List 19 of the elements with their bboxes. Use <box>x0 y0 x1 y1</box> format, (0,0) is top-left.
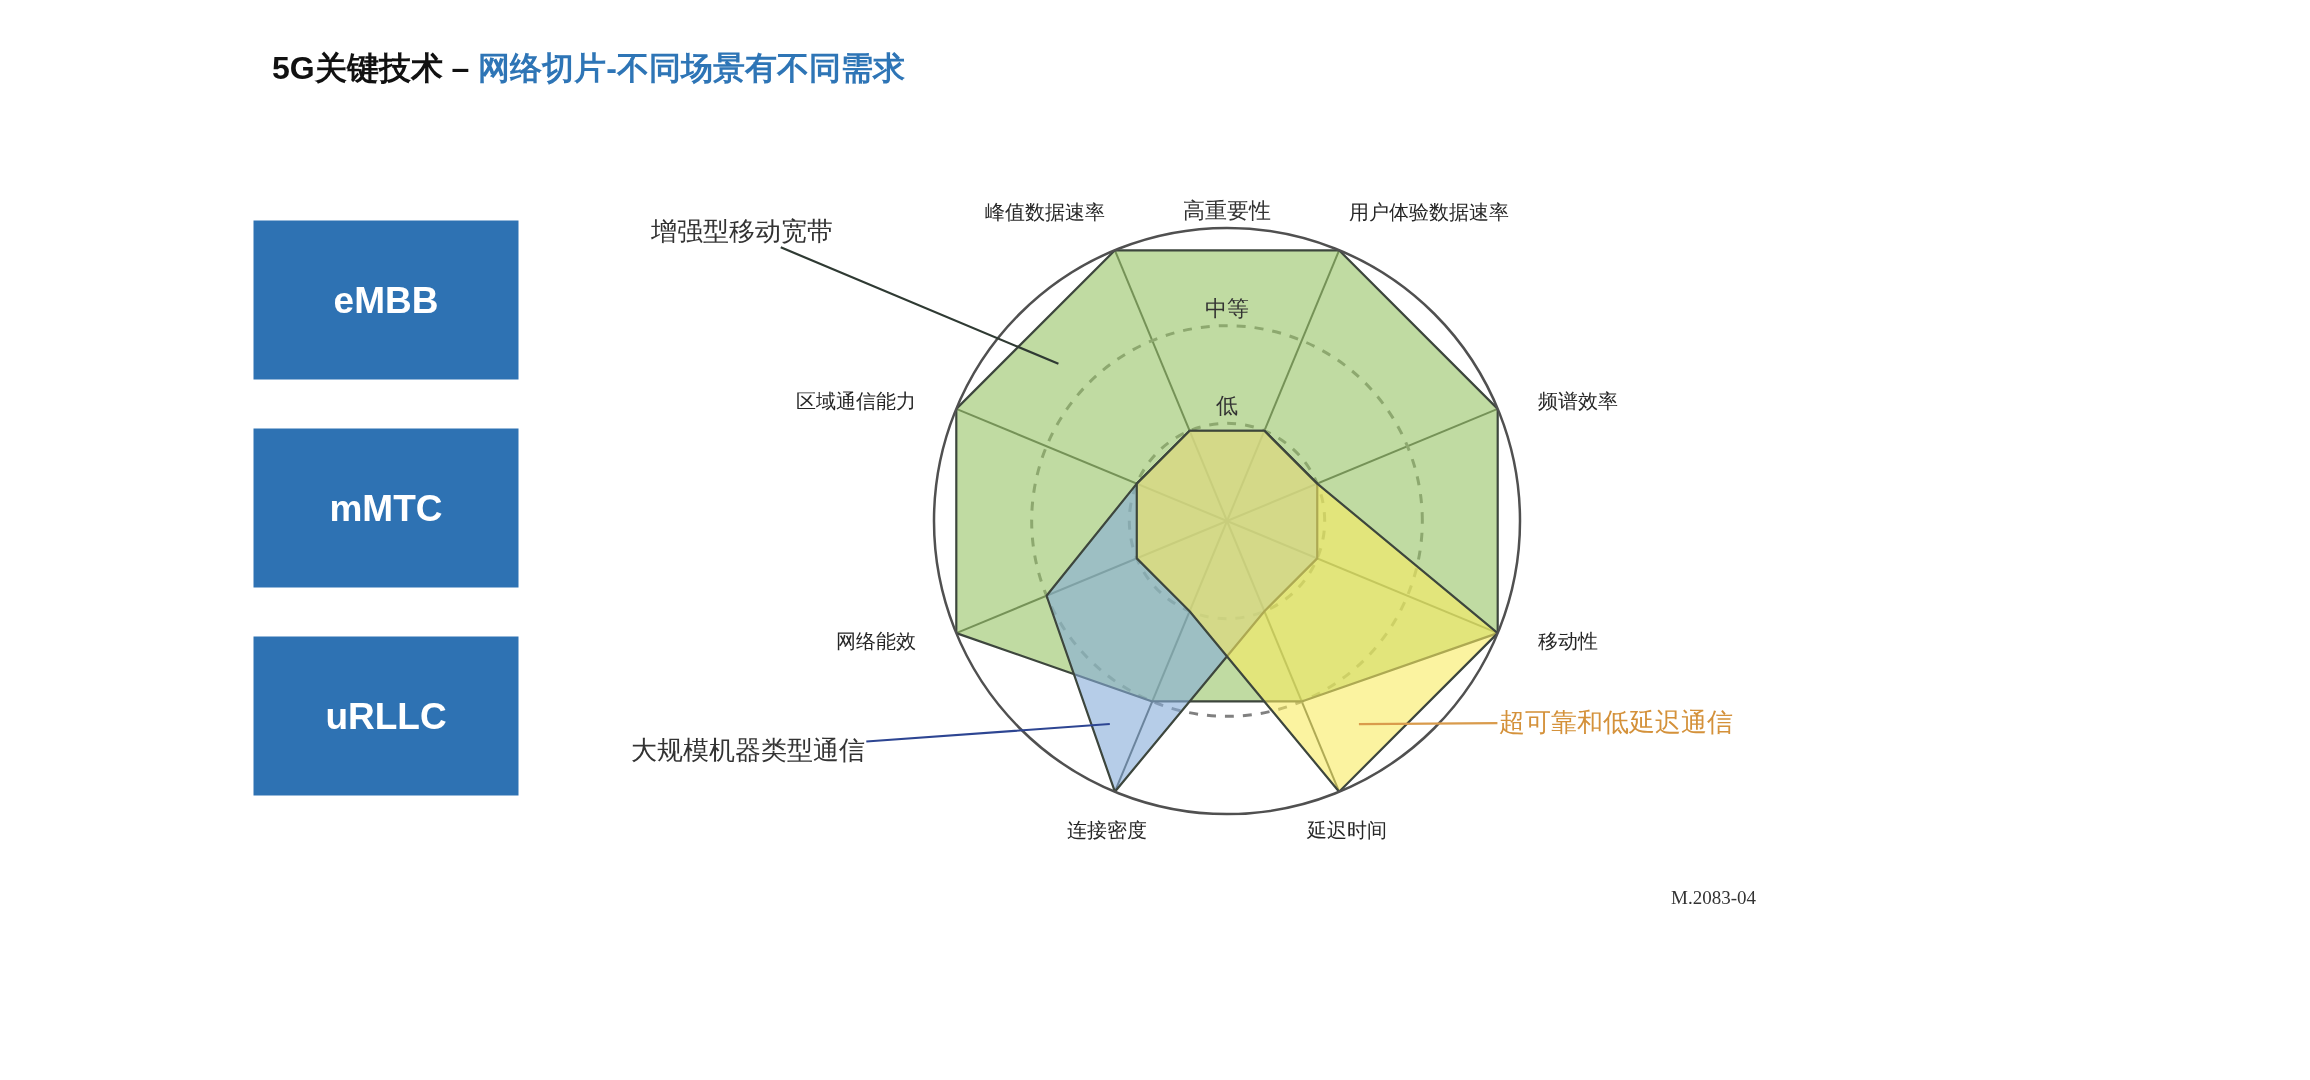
text: M.2083-04 <box>1671 887 1757 908</box>
spoke-label: 网络能效 <box>836 629 916 653</box>
y-tick-label: 中等 <box>1205 296 1249 321</box>
spoke-label: 连接密度 <box>1067 818 1147 842</box>
spoke-label: 用户体验数据速率 <box>1349 200 1509 224</box>
text: eMBB <box>333 279 439 321</box>
text: 大规模机器类型通信 <box>631 735 865 765</box>
spoke-label: 频谱效率 <box>1538 389 1618 413</box>
text: 超可靠和低延迟通信 <box>1499 707 1733 737</box>
text: uRLLC <box>325 695 447 737</box>
chart-title: 5G关键技术 – 网络切片-不同场景有不同需求 <box>272 50 905 87</box>
y-tick-label: 高重要性 <box>1183 198 1271 223</box>
text: mMTC <box>329 487 443 529</box>
y-tick-label: 低 <box>1216 393 1238 418</box>
spoke-label: 峰值数据速率 <box>985 200 1105 224</box>
spoke-label: 区域通信能力 <box>796 389 916 413</box>
text: 增强型移动宽带 <box>650 216 833 246</box>
spoke-label: 移动性 <box>1538 629 1598 653</box>
spoke-label: 延迟时间 <box>1306 818 1387 842</box>
